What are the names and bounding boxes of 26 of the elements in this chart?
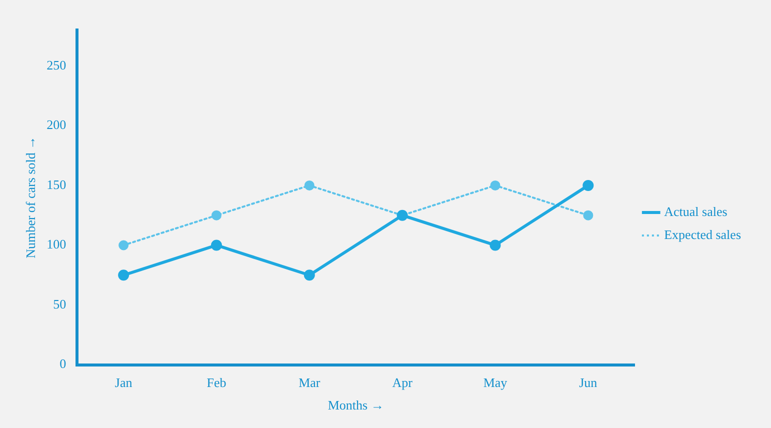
point [582, 180, 594, 191]
x-tick-label: Jun [579, 375, 598, 390]
y-tick-label: 200 [46, 117, 66, 132]
y-tick-label: 100 [46, 236, 66, 252]
point [210, 240, 222, 251]
point [118, 240, 129, 250]
y-tick-label: 0 [60, 356, 66, 372]
x-tick-label: Feb [206, 375, 226, 390]
point [490, 240, 501, 251]
y-tick-label: 250 [46, 57, 66, 72]
legend-label: Actual sales [664, 204, 728, 219]
x-tick-label: Apr [392, 375, 414, 390]
point [304, 270, 315, 281]
x-axis-title: Months → [328, 398, 384, 413]
point [211, 210, 222, 220]
point [490, 180, 500, 190]
x-tick-label: Jan [114, 375, 133, 390]
point [118, 270, 130, 281]
y-tick-label: 50 [53, 296, 66, 312]
y-axis-title: Number of cars sold → [23, 136, 38, 258]
x-tick-label: Mar [298, 375, 321, 390]
y-tick-label: 150 [46, 176, 66, 192]
x-tick-label: May [483, 375, 508, 390]
legend-label: Expected sales [664, 226, 742, 242]
point [304, 180, 314, 190]
point [583, 210, 594, 220]
